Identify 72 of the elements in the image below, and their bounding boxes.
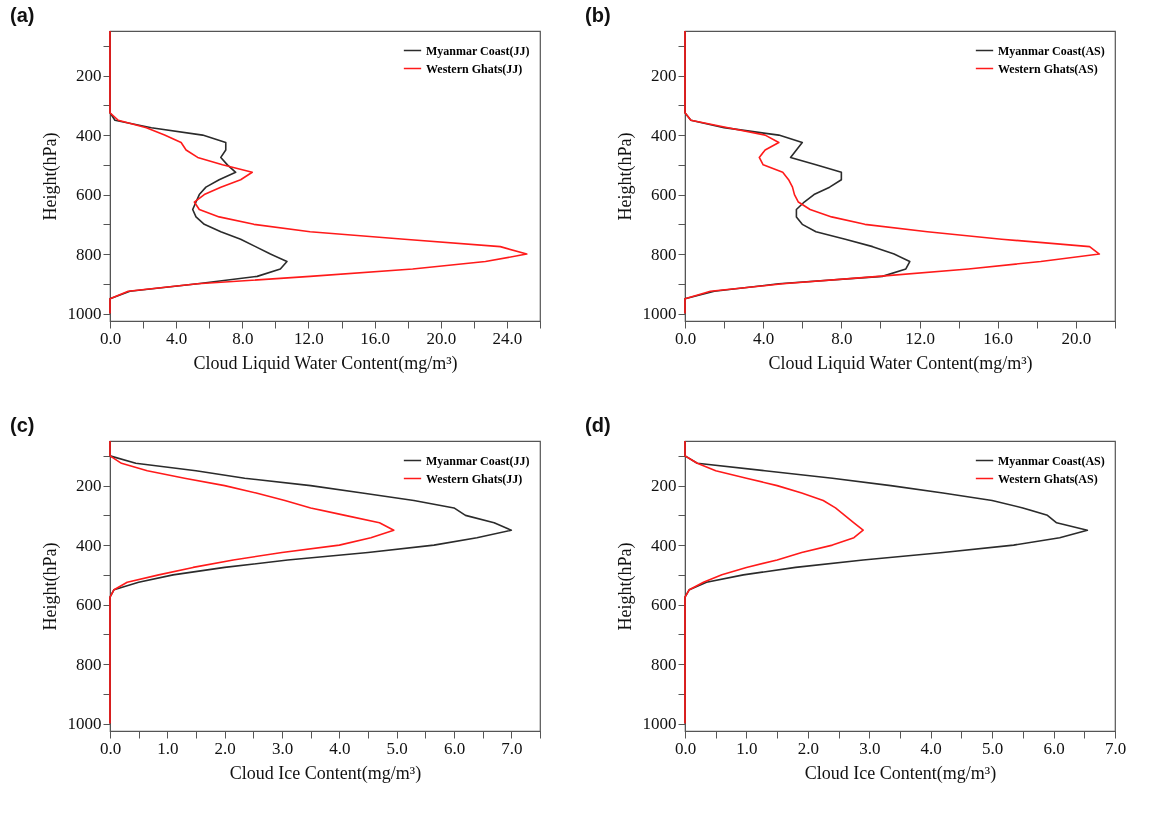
x-tick-label: 8.0: [232, 328, 254, 348]
x-tick-label: 7.0: [501, 738, 523, 758]
x-tick-label: 1.0: [157, 738, 179, 758]
legend-label: Western Ghats(AS): [998, 61, 1098, 76]
y-tick-label: 600: [76, 185, 102, 205]
legend-label: Myanmar Coast(JJ): [426, 453, 530, 468]
x-tick-label: 3.0: [859, 738, 881, 758]
x-tick-label: 4.0: [166, 328, 188, 348]
x-tick-label: 24.0: [492, 328, 523, 348]
x-axis-title: Cloud Liquid Water Content(mg/m³): [193, 352, 458, 374]
x-tick-label: 1.0: [736, 738, 758, 758]
chart-title: (d): [585, 414, 611, 437]
y-tick-label: 800: [651, 244, 677, 264]
y-tick-label: 1000: [642, 304, 677, 324]
x-tick-label: 8.0: [831, 328, 853, 348]
chart-title: (a): [10, 4, 35, 27]
x-axis-title: Cloud Ice Content(mg/m³): [804, 762, 997, 784]
x-tick-label: 16.0: [983, 328, 1014, 348]
x-tick-label: 3.0: [271, 738, 294, 758]
legend-label: Myanmar Coast(AS): [998, 453, 1105, 468]
x-tick-label: 20.0: [426, 328, 457, 348]
y-tick-label: 1000: [642, 714, 677, 734]
x-tick-label: 5.0: [982, 738, 1004, 758]
x-tick-label: 12.0: [905, 328, 935, 348]
x-tick-label: 5.0: [386, 738, 408, 758]
x-tick-label: 2.0: [797, 738, 819, 758]
legend-label: Myanmar Coast(AS): [998, 43, 1105, 58]
y-tick-label: 1000: [67, 714, 102, 734]
legend-label: Myanmar Coast(JJ): [426, 43, 530, 58]
x-tick-label: 2.0: [214, 738, 236, 758]
y-tick-label: 400: [76, 535, 102, 555]
x-tick-label: 6.0: [443, 738, 466, 758]
line-series: [684, 440, 864, 725]
y-tick-label: 200: [651, 476, 677, 496]
line-series: [109, 440, 395, 725]
legend-label: Western Ghats(JJ): [426, 61, 523, 76]
y-axis-title: Height(hPa): [39, 542, 61, 631]
legend-label: Western Ghats(AS): [998, 471, 1098, 486]
x-tick-label: 7.0: [1104, 738, 1127, 758]
x-tick-label: 4.0: [753, 328, 775, 348]
x-tick-label: 0.0: [674, 738, 697, 758]
y-tick-label: 200: [651, 66, 677, 86]
x-tick-label: 16.0: [360, 328, 390, 348]
chart-title: (c): [10, 414, 35, 437]
y-tick-label: 400: [76, 125, 102, 145]
x-tick-label: 6.0: [1043, 738, 1065, 758]
line-series: [109, 30, 528, 315]
legend-label: Western Ghats(JJ): [426, 471, 523, 486]
y-tick-label: 1000: [67, 304, 102, 324]
y-tick-label: 600: [651, 185, 677, 205]
y-tick-label: 800: [76, 244, 102, 264]
x-tick-label: 0.0: [99, 328, 122, 348]
x-tick-label: 0.0: [674, 328, 697, 348]
y-tick-label: 200: [76, 476, 102, 496]
y-tick-label: 800: [651, 654, 677, 674]
y-tick-label: 400: [651, 125, 677, 145]
x-tick-label: 0.0: [99, 738, 122, 758]
y-tick-label: 200: [76, 66, 102, 86]
y-tick-label: 800: [76, 654, 102, 674]
y-axis-title: Height(hPa): [614, 542, 636, 631]
x-tick-label: 4.0: [329, 738, 351, 758]
chart-title: (b): [585, 4, 611, 27]
x-tick-label: 20.0: [1061, 328, 1092, 348]
y-axis-title: Height(hPa): [39, 132, 61, 221]
y-tick-label: 600: [651, 595, 677, 615]
x-axis-title: Cloud Liquid Water Content(mg/m³): [768, 352, 1033, 374]
x-tick-label: 12.0: [294, 328, 324, 348]
x-tick-label: 4.0: [920, 738, 942, 758]
y-tick-label: 400: [651, 535, 677, 555]
y-tick-label: 600: [76, 595, 102, 615]
x-axis-title: Cloud Ice Content(mg/m³): [229, 762, 422, 784]
y-axis-title: Height(hPa): [614, 132, 636, 221]
